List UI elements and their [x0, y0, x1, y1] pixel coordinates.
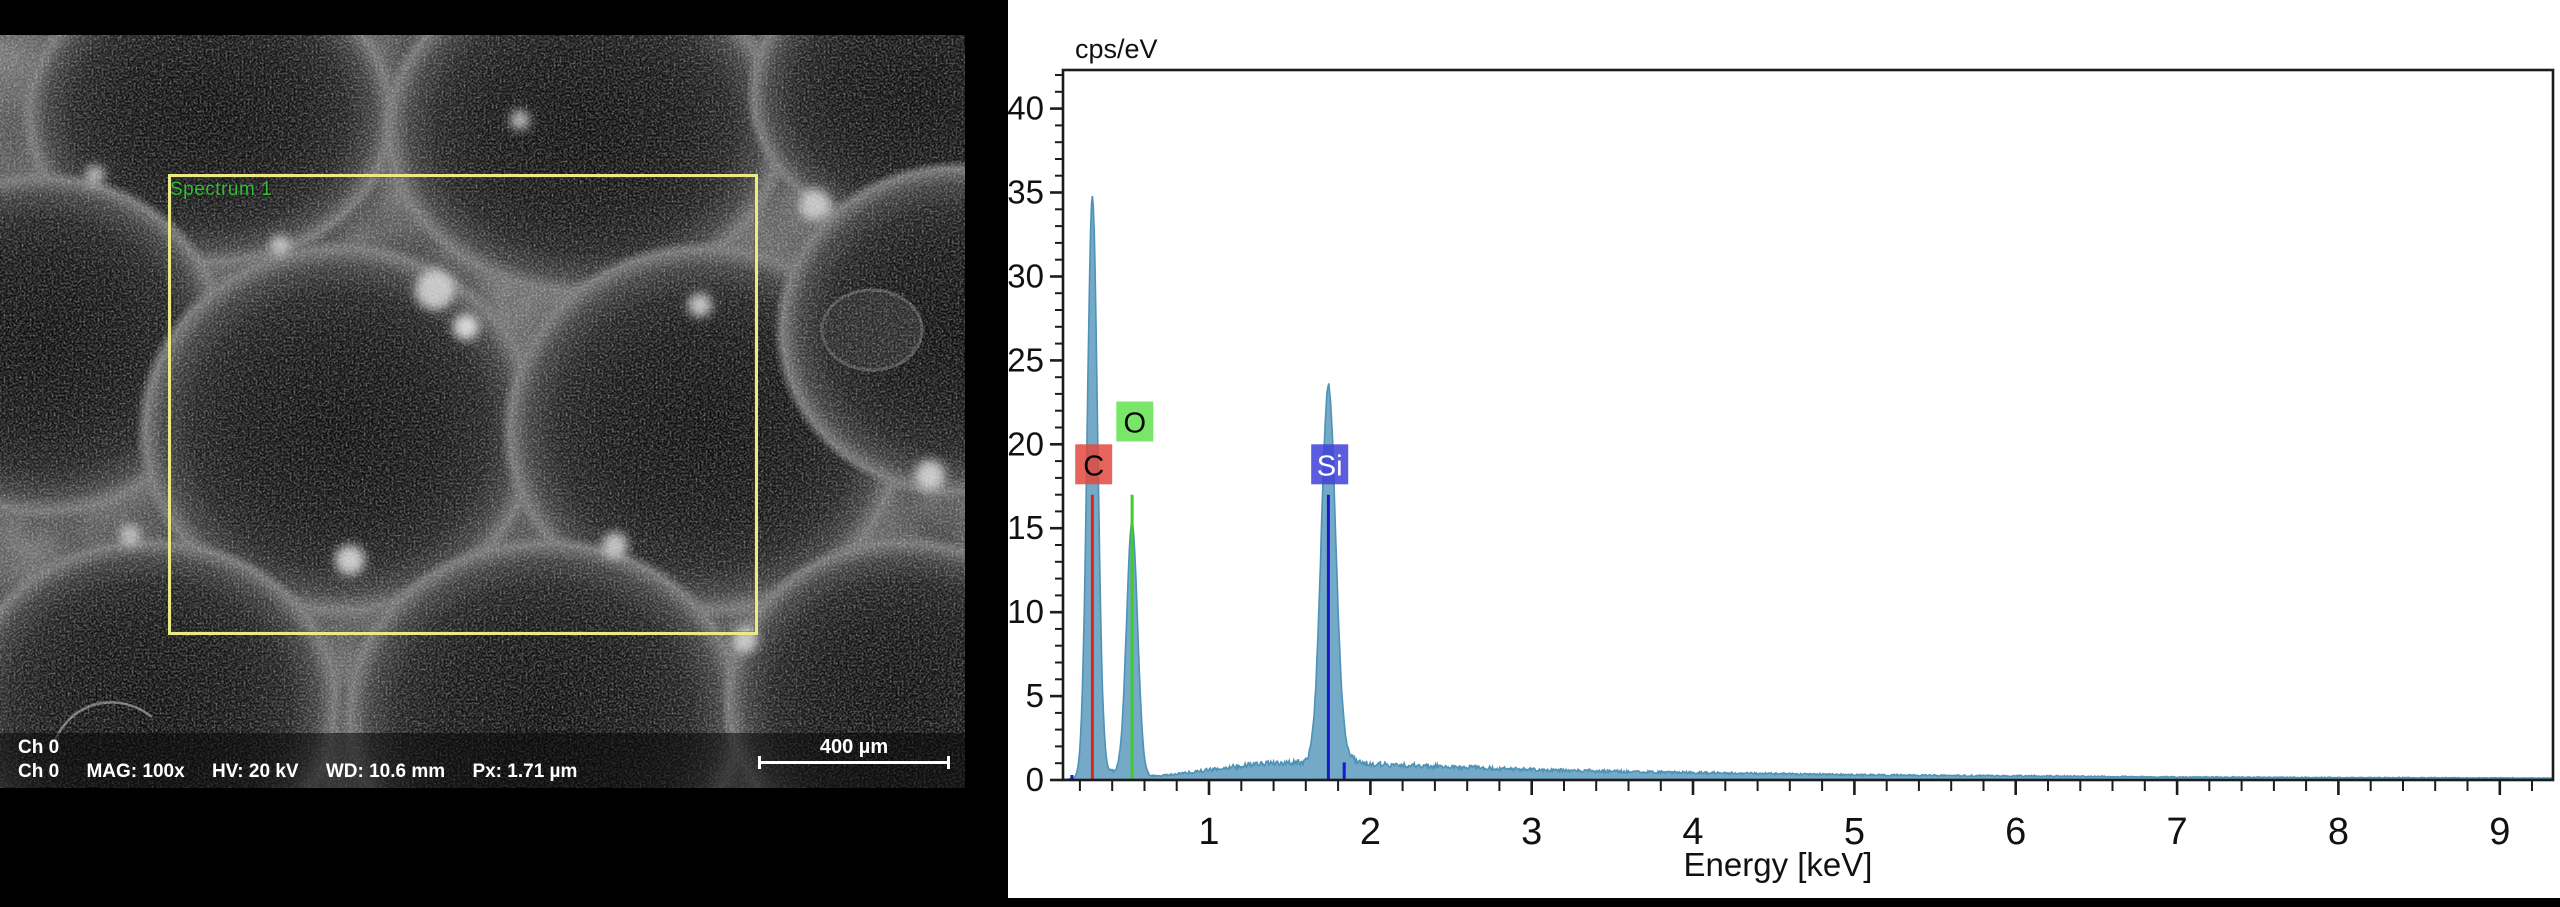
- element-label-box-C: [1075, 444, 1113, 485]
- element-label-box-Si: [1311, 444, 1349, 485]
- x-tick-label: 4: [1682, 811, 1703, 853]
- y-tick-label: 0: [1026, 761, 1044, 798]
- x-axis-label: Energy [keV]: [1684, 846, 1873, 883]
- x-tick-label: 8: [2328, 811, 2349, 853]
- scale-bar-line: [758, 756, 950, 769]
- y-tick-label: 25: [1008, 341, 1044, 378]
- x-tick-label: 5: [1844, 811, 1865, 853]
- y-tick-label: 35: [1008, 174, 1044, 211]
- chart-title: cps/eV: [1075, 34, 1158, 64]
- sem-micrograph: Spectrum 1 Ch 0 Ch 0 MAG: 100x HV: 20 kV…: [0, 35, 965, 788]
- x-tick-label: 9: [2489, 811, 2510, 853]
- sem-metadata: Ch 0 MAG: 100x HV: 20 kV WD: 10.6 mm Px:…: [18, 761, 599, 783]
- pixel-size-value: Px: 1.71 µm: [472, 761, 578, 782]
- eds-spectrum-panel: 1 2 3 4 5 6 7 8 9 0 5 10 15 20 25 30 35 40 C O Si cps/eV Energ…: [1008, 0, 2560, 898]
- plot-border: [1061, 68, 2555, 782]
- element-label-box-O: [1116, 401, 1154, 442]
- element-label-text-O: O: [1124, 408, 1147, 440]
- scale-bar: 400 µm: [758, 736, 950, 769]
- channel-label-2: Ch 0: [18, 761, 60, 782]
- sem-texture: [0, 35, 965, 788]
- y-tick-label: 30: [1008, 258, 1044, 295]
- x-tick-label: 3: [1521, 811, 1542, 853]
- spectrum-roi-label: Spectrum 1: [170, 179, 273, 200]
- x-tick-label: 1: [1198, 811, 1219, 853]
- x-tick-label: 2: [1360, 811, 1381, 853]
- voltage-value: HV: 20 kV: [211, 761, 299, 782]
- x-tick-label: 7: [2167, 811, 2188, 853]
- scale-bar-label: 400 µm: [819, 736, 889, 758]
- spectrum-area: [1062, 195, 2554, 781]
- working-distance-value: WD: 10.6 mm: [325, 761, 446, 782]
- sem-info-bar: Ch 0 Ch 0 MAG: 100x HV: 20 kV WD: 10.6 m…: [0, 733, 965, 788]
- y-tick-label: 10: [1008, 593, 1044, 630]
- element-label-text-Si: Si: [1317, 450, 1343, 482]
- magnification-value: MAG: 100x: [86, 761, 185, 782]
- element-label-text-C: C: [1083, 450, 1104, 482]
- x-tick-label: 6: [2005, 811, 2026, 853]
- y-tick-label: 20: [1008, 425, 1044, 462]
- y-tick-label: 40: [1008, 90, 1044, 127]
- eds-spectrum-chart: 1 2 3 4 5 6 7 8 9 0 5 10 15 20 25 30 35 40 CO Si cps/eV Energ…: [1008, 34, 2555, 883]
- channel-label: Ch 0: [18, 737, 60, 758]
- sem-panel: Spectrum 1 Ch 0 Ch 0 MAG: 100x HV: 20 kV…: [0, 0, 1008, 907]
- spectrum-roi-rect[interactable]: [168, 174, 758, 635]
- y-tick-label: 5: [1026, 677, 1044, 714]
- y-tick-label: 15: [1008, 509, 1044, 546]
